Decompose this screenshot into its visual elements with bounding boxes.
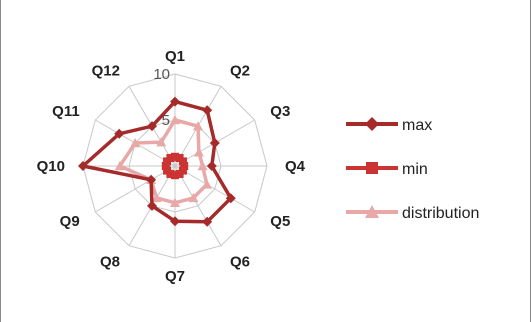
legend-marker-min bbox=[366, 162, 378, 174]
data-point-distribution-q3 bbox=[193, 147, 204, 157]
legend-label-min: min bbox=[402, 161, 428, 178]
data-point-distribution-q10 bbox=[114, 161, 125, 171]
data-point-max-q2 bbox=[202, 105, 213, 116]
category-label-q12: Q12 bbox=[92, 63, 120, 80]
category-label-q11: Q11 bbox=[52, 103, 80, 120]
spoke-q5 bbox=[174, 165, 255, 213]
legend-item-max: max bbox=[346, 117, 432, 134]
category-label-q1: Q1 bbox=[165, 48, 185, 65]
legend-item-min: min bbox=[346, 161, 428, 178]
category-label-q10: Q10 bbox=[37, 158, 65, 175]
legend-label-distribution: distribution bbox=[402, 205, 479, 222]
data-point-distribution-q4 bbox=[197, 161, 208, 171]
category-label-q9: Q9 bbox=[60, 213, 80, 230]
data-point-distribution-q6 bbox=[188, 192, 199, 203]
data-point-max-q4 bbox=[206, 161, 217, 171]
series-max bbox=[78, 96, 236, 227]
data-point-min-q6 bbox=[175, 169, 184, 178]
spoke-q6 bbox=[174, 165, 222, 246]
data-point-max-q8 bbox=[147, 200, 157, 211]
series-line-max bbox=[81, 99, 233, 224]
data-point-distribution-q11 bbox=[130, 138, 141, 148]
legend-marker-distribution bbox=[365, 205, 379, 218]
data-point-distribution-q12 bbox=[156, 137, 167, 147]
legend-item-distribution: distribution bbox=[346, 205, 479, 222]
data-point-min-q3 bbox=[178, 157, 187, 166]
category-label-q8: Q8 bbox=[100, 253, 120, 270]
data-point-max-q9 bbox=[146, 174, 157, 185]
data-point-min-q7 bbox=[171, 171, 179, 180]
category-label-q5: Q5 bbox=[270, 213, 290, 230]
category-labels: Q1 Q2 Q3 Q4 Q5 Q6 Q7 Q8 Q9 Q10 Q11 Q12 bbox=[37, 48, 306, 285]
data-point-max-q11 bbox=[114, 128, 125, 139]
data-point-max-q1 bbox=[170, 96, 180, 107]
category-label-q6: Q6 bbox=[230, 253, 250, 270]
data-point-max-q10 bbox=[78, 161, 88, 171]
series-min bbox=[161, 152, 189, 180]
category-label-q7: Q7 bbox=[165, 268, 185, 285]
radial-tick-label: 5 bbox=[162, 112, 170, 129]
data-point-min-q1 bbox=[171, 152, 179, 161]
data-point-max-q6 bbox=[202, 216, 213, 227]
data-point-max-q3 bbox=[209, 138, 220, 148]
legend-marker-max bbox=[365, 117, 379, 131]
data-point-min-q12 bbox=[166, 154, 175, 163]
data-point-max-q12 bbox=[147, 121, 157, 132]
radial-tick-label: 10 bbox=[153, 66, 170, 83]
category-label-q3: Q3 bbox=[270, 103, 290, 120]
data-point-distribution-q7 bbox=[170, 197, 180, 208]
category-label-q2: Q2 bbox=[230, 63, 250, 80]
series-distribution bbox=[114, 115, 212, 208]
category-label-q4: Q4 bbox=[285, 158, 306, 175]
data-point-min-q4 bbox=[180, 162, 189, 170]
legend-label-max: max bbox=[402, 117, 432, 134]
legend: max min distribution bbox=[346, 117, 479, 222]
data-point-max-q7 bbox=[170, 216, 180, 227]
series-group bbox=[78, 96, 236, 227]
spoke-q9 bbox=[95, 165, 176, 213]
data-point-distribution-q5 bbox=[201, 179, 212, 189]
data-point-distribution-q2 bbox=[193, 121, 203, 131]
data-point-max-q5 bbox=[225, 193, 236, 204]
data-point-min-q10 bbox=[161, 162, 170, 170]
data-point-distribution-q1 bbox=[170, 115, 180, 125]
data-point-min-q9 bbox=[163, 166, 172, 175]
data-point-distribution-q8 bbox=[151, 192, 162, 203]
